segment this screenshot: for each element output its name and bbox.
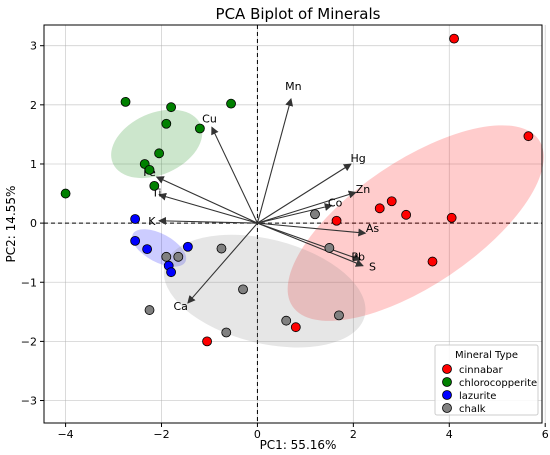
legend-marker-chlorocopperite — [442, 377, 452, 387]
data-point-cinnabar — [374, 203, 385, 214]
data-point-cinnabar — [446, 212, 457, 223]
y-tick-label: 2 — [30, 99, 37, 112]
legend-label-lazurite: lazurite — [459, 391, 496, 402]
x-axis-label: PC1: 55.16% — [260, 438, 337, 452]
data-point-chalk — [310, 209, 320, 220]
loading-label-ca: Ca — [173, 300, 187, 313]
data-point-chlorocopperite — [154, 148, 165, 159]
data-point-chalk — [324, 243, 335, 253]
data-point-chlorocopperite — [60, 188, 71, 199]
loading-arrow-mn — [256, 97, 294, 224]
data-point-chlorocopperite — [166, 102, 176, 113]
data-point-chlorocopperite — [194, 123, 205, 134]
loading-label-as: As — [366, 222, 380, 235]
loading-arrow-s — [257, 222, 364, 267]
data-point-chalk — [334, 310, 344, 321]
legend-label-chlorocopperite: chlorocopperite — [459, 378, 537, 389]
data-point-chlorocopperite — [226, 98, 236, 109]
y-tick-label: −3 — [21, 395, 37, 408]
data-point-cinnabar — [523, 131, 534, 142]
data-point-lazurite — [130, 235, 141, 246]
loading-arrow-zn — [257, 190, 357, 224]
loading-label-zn: Zn — [356, 183, 371, 196]
data-point-chalk — [144, 305, 155, 315]
y-tick-label: −2 — [21, 335, 37, 348]
chart-title: PCA Biplot of Minerals — [216, 5, 381, 23]
y-axis-label: PC2: 14.55% — [4, 186, 18, 263]
x-tick-label: 4 — [446, 428, 453, 441]
data-point-chalk — [281, 315, 292, 326]
data-point-chalk — [161, 251, 172, 262]
data-point-chalk — [238, 284, 248, 295]
y-tick-label: 3 — [30, 40, 37, 53]
loading-arrow-k — [158, 216, 258, 225]
data-point-chlorocopperite — [149, 180, 160, 191]
data-point-cinnabar — [386, 196, 397, 207]
legend-label-cinnabar: cinnabar — [459, 365, 504, 376]
x-tick-label: −2 — [153, 428, 169, 441]
loading-label-s: S — [369, 260, 376, 273]
loading-label-hg: Hg — [351, 152, 366, 165]
loading-arrow-as — [257, 222, 367, 237]
legend: Mineral Type cinnabar chlorocopperite lazur… — [434, 344, 539, 416]
data-point-chalk — [221, 327, 232, 338]
data-point-chlorocopperite — [161, 118, 172, 129]
loading-arrow-co — [257, 203, 333, 224]
data-point-cinnabar — [202, 336, 212, 347]
data-point-lazurite — [182, 241, 193, 252]
y-tick-label: 1 — [30, 158, 37, 171]
y-tick-label: −1 — [21, 276, 37, 289]
data-point-cinnabar — [331, 215, 342, 226]
loading-label-k: K — [148, 215, 156, 228]
x-tick-label: 0 — [254, 428, 261, 441]
confidence-ellipse-lazurite — [132, 229, 187, 267]
data-point-cinnabar — [290, 322, 301, 333]
legend-marker-chalk — [442, 403, 452, 413]
loading-arrow-cu — [211, 126, 258, 224]
data-point-chalk — [173, 251, 184, 262]
loading-arrow-hg — [257, 163, 352, 224]
loading-arrow-fe — [155, 176, 258, 224]
legend-label-chalk: chalk — [459, 404, 486, 415]
legend-marker-cinnabar — [442, 364, 452, 374]
loading-label-ti: Ti — [151, 187, 161, 200]
loading-arrow-ca — [187, 222, 258, 304]
data-point-lazurite — [142, 244, 153, 255]
loading-label-mn: Mn — [285, 80, 301, 93]
loading-label-co: Co — [328, 197, 343, 210]
loading-arrow-ti — [158, 192, 258, 224]
x-tick-label: −4 — [57, 428, 73, 441]
legend-title: Mineral Type — [455, 350, 518, 361]
data-point-chalk — [216, 243, 227, 254]
data-point-cinnabar — [401, 209, 412, 220]
data-point-lazurite — [130, 214, 141, 224]
confidence-ellipse-cinnabar — [287, 125, 544, 321]
x-tick-label: 2 — [350, 428, 357, 441]
data-point-cinnabar — [449, 33, 459, 44]
data-point-chlorocopperite — [120, 96, 131, 107]
legend-box — [434, 344, 539, 416]
x-tick-label: 6 — [542, 428, 549, 441]
confidence-ellipse-chalk — [163, 234, 366, 348]
legend-marker-lazurite — [442, 390, 452, 400]
plot-frame — [43, 24, 543, 424]
loading-label-cu: Cu — [202, 113, 217, 126]
data-point-chlorocopperite — [144, 164, 155, 175]
data-point-lazurite — [166, 267, 176, 278]
y-tick-label: 0 — [30, 217, 37, 230]
loading-arrow-pb — [257, 222, 362, 262]
confidence-ellipse-chlorocopperite — [111, 109, 203, 179]
data-point-cinnabar — [427, 256, 438, 267]
